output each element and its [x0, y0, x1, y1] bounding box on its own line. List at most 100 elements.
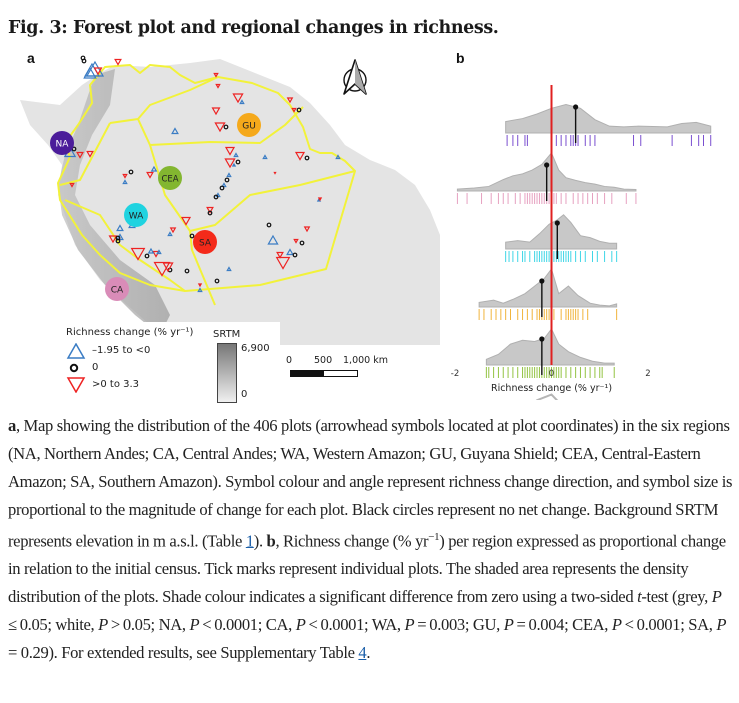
plot-symbol-decrease — [335, 154, 341, 160]
scale-label-500: 500 — [314, 355, 333, 366]
plot-symbol-decrease — [221, 182, 227, 188]
plot-symbol-increase — [213, 72, 219, 78]
boundary-cea-gu — [137, 106, 304, 146]
plot-symbol-increase — [276, 251, 284, 259]
plot-symbol-decrease — [226, 172, 232, 178]
mean-marker-na — [573, 104, 579, 143]
plot-symbol-increase — [275, 256, 291, 270]
plot-symbol-increase — [93, 67, 103, 76]
caption-text: < 0.0001; CA, — [199, 614, 296, 634]
caption-text: -test (grey, — [641, 586, 712, 606]
caption-panel-ref: b — [266, 531, 276, 551]
andes-relief — [58, 69, 170, 335]
caption-text: ≤ 0.05; white, — [8, 586, 725, 634]
boundary-wa-cea — [149, 144, 191, 232]
region-circle — [237, 113, 261, 137]
plot-symbol-increase — [76, 151, 84, 159]
region-circle — [50, 131, 74, 155]
caption-text: . — [366, 642, 371, 662]
caption-italic: P — [189, 614, 200, 634]
plot-symbol-increase — [197, 283, 203, 288]
region-code: GU — [242, 122, 256, 132]
region-boundaries — [57, 64, 356, 306]
mean-marker-cea — [539, 336, 545, 375]
plot-symbol-zero — [81, 58, 87, 64]
plot-symbol-increase — [303, 226, 311, 233]
scale-bar-graphic — [290, 370, 358, 377]
scale-label-1000: 1,000 km — [343, 355, 388, 366]
plot-symbol-increase — [224, 146, 236, 156]
region-code: CEA — [161, 175, 178, 185]
legend-label-zero: 0 — [92, 362, 99, 373]
plot-symbol-increase — [214, 122, 226, 133]
plot-symbol-increase — [294, 151, 306, 161]
caption-text: = 0.003; GU, — [414, 614, 504, 634]
boundary-outer — [57, 64, 356, 292]
plot-symbol-increase — [291, 107, 297, 113]
plot-symbol-zero — [299, 240, 305, 246]
mean-marker-wa — [554, 220, 560, 259]
region-code: WA — [129, 212, 144, 222]
ridge-cea — [485, 327, 615, 378]
srtm-title: SRTM — [213, 329, 241, 340]
land-mass — [20, 59, 440, 345]
ridge-na — [505, 103, 712, 146]
ridge-sa — [535, 393, 559, 400]
scale-bar: 0 500 1,000 km — [286, 355, 416, 385]
legend-background — [60, 322, 280, 402]
region-marker-ca: CA — [105, 277, 129, 301]
plot-symbol-increase — [215, 83, 221, 89]
plot-symbol-zero — [304, 155, 310, 161]
caption-text: = 0.004; CEA, — [513, 614, 612, 634]
scale-label-0: 0 — [286, 355, 293, 366]
panel-b-label: b — [456, 50, 465, 66]
caption-italic: P — [404, 614, 415, 634]
ridges — [456, 103, 712, 400]
region-circle — [158, 166, 182, 190]
caption-text: > 0.05; NA, — [107, 614, 190, 634]
plot-symbol-zero — [235, 159, 241, 165]
plot-symbol-increase — [86, 150, 94, 158]
region-circle — [105, 277, 129, 301]
plot-symbol-increase — [317, 197, 323, 202]
plot-symbol-decrease — [231, 162, 237, 167]
density-area — [485, 327, 615, 366]
figure-title: Fig. 3: Forest plot and regional changes… — [8, 18, 499, 38]
mean-markers — [539, 104, 579, 375]
plot-symbol-decrease — [233, 152, 239, 158]
plot-symbol-increase — [206, 206, 214, 214]
richness-legend: Richness change (% yr⁻¹) –1.95 to <0 0 >… — [66, 327, 193, 393]
plot-symbol-increase — [211, 107, 221, 116]
plot-symbol-decrease — [147, 247, 155, 254]
plot-symbol-zero — [214, 278, 220, 284]
plot-symbol-decrease — [197, 287, 203, 293]
caption-text: < 0.0001; WA, — [305, 614, 405, 634]
region-markers: NA CA WA GU CEA SA — [50, 113, 261, 301]
boundary-ca-north — [59, 122, 111, 186]
plot-symbol-increase — [180, 216, 192, 226]
caption-superscript: −1 — [428, 530, 440, 543]
caption-italic: P — [98, 614, 108, 634]
region-marker-wa: WA — [124, 203, 148, 227]
plot-symbol-increase — [224, 158, 236, 169]
plot-symbol-zero — [128, 169, 134, 175]
figure-caption: a, Map showing the distribution of the 4… — [8, 412, 733, 667]
caption-link[interactable]: 1 — [245, 531, 254, 551]
caption-link[interactable]: 4 — [358, 642, 367, 662]
plot-symbol-decrease — [116, 224, 124, 232]
srtm-max-label: 6,900 — [241, 343, 270, 354]
region-marker-sa: SA — [193, 230, 217, 254]
region-marker-cea: CEA — [158, 166, 182, 190]
caption-text: ). — [253, 531, 267, 551]
x-tick-label: 0 — [549, 369, 554, 379]
plot-symbol-increase — [69, 182, 75, 188]
plot-symbol-decrease — [83, 66, 97, 79]
legend-item-decrease: –1.95 to <0 — [66, 342, 193, 359]
boundary-cea-sa — [189, 170, 356, 232]
srtm-min-label: 0 — [241, 389, 248, 400]
x-tick-label: 2 — [645, 369, 650, 379]
plot-symbol-increase — [162, 262, 174, 273]
density-area — [505, 214, 618, 250]
srtm-colorbar — [217, 343, 237, 403]
north-arrow-icon — [343, 59, 367, 95]
